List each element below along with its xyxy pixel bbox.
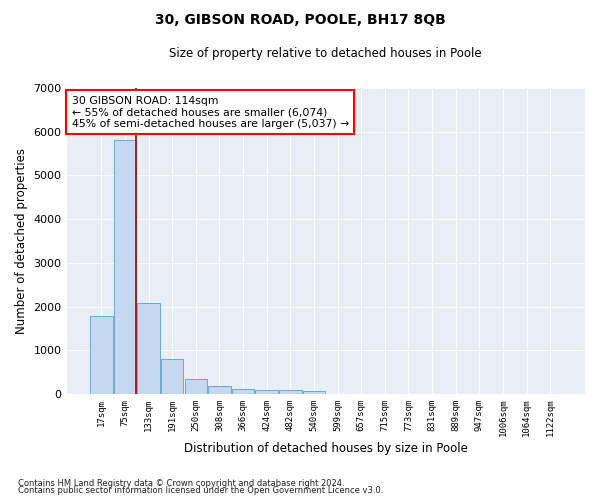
Bar	[303, 391, 325, 394]
Bar	[256, 390, 278, 394]
Text: 30 GIBSON ROAD: 114sqm
← 55% of detached houses are smaller (6,074)
45% of semi-: 30 GIBSON ROAD: 114sqm ← 55% of detached…	[72, 96, 349, 129]
Bar	[279, 390, 302, 394]
Text: Contains public sector information licensed under the Open Government Licence v3: Contains public sector information licen…	[18, 486, 383, 495]
Bar	[161, 359, 184, 394]
Y-axis label: Number of detached properties: Number of detached properties	[15, 148, 28, 334]
X-axis label: Distribution of detached houses by size in Poole: Distribution of detached houses by size …	[184, 442, 468, 455]
Bar	[90, 316, 113, 394]
Bar	[185, 379, 207, 394]
Bar	[208, 386, 230, 394]
Bar	[114, 140, 136, 394]
Text: 30, GIBSON ROAD, POOLE, BH17 8QB: 30, GIBSON ROAD, POOLE, BH17 8QB	[155, 12, 445, 26]
Bar	[137, 303, 160, 394]
Title: Size of property relative to detached houses in Poole: Size of property relative to detached ho…	[169, 48, 482, 60]
Bar	[232, 389, 254, 394]
Text: Contains HM Land Registry data © Crown copyright and database right 2024.: Contains HM Land Registry data © Crown c…	[18, 478, 344, 488]
